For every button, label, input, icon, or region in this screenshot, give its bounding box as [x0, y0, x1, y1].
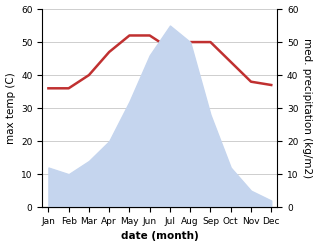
Y-axis label: med. precipitation (kg/m2): med. precipitation (kg/m2) [302, 38, 313, 178]
X-axis label: date (month): date (month) [121, 231, 199, 242]
Y-axis label: max temp (C): max temp (C) [5, 72, 16, 144]
